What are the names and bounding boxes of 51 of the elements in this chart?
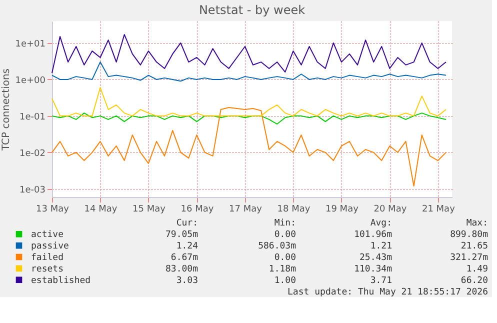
text: 21.65 (460, 242, 488, 252)
text: Avg: (370, 218, 392, 229)
chart-title: Netstat - by week (198, 3, 306, 17)
x-tick-label: 21 May (422, 204, 456, 214)
x-tick-label: 18 May (277, 204, 311, 214)
text: 110.34m (354, 264, 392, 274)
line-series (52, 87, 446, 116)
y-axis-title: TCP connections (1, 68, 12, 152)
text: Cur: (176, 218, 198, 229)
text: 101.96m (354, 230, 392, 240)
line-series (52, 112, 446, 125)
legend-label: established (31, 276, 91, 286)
text: 1.21 (370, 242, 392, 252)
line-series (52, 107, 446, 187)
text: 1.18m (268, 264, 296, 274)
y-tick-label: 1e+00 (15, 76, 46, 86)
line-series (52, 62, 446, 82)
x-tick-label: 14 May (84, 204, 118, 214)
text: Min: (274, 218, 296, 229)
x-tick-label: 15 May (132, 204, 166, 214)
legend-label: resets (31, 264, 64, 274)
x-tick-label: 16 May (180, 204, 214, 214)
text: 66.20 (460, 276, 488, 286)
text: 3.03 (176, 276, 198, 286)
text: 586.03m (258, 242, 296, 252)
x-tick-label: 19 May (325, 204, 360, 214)
text: Max: (466, 218, 488, 229)
text: 83.00m (165, 264, 198, 274)
x-tick-label: 13 May (36, 204, 70, 214)
text: Last update: Thu May 21 18:55:17 2026 (288, 287, 488, 298)
x-tick-label: 17 May (229, 204, 263, 214)
legend-label: failed (31, 253, 64, 263)
text: 1.49 (466, 264, 488, 274)
legend-label: passive (31, 242, 69, 252)
y-tick-label: 1e-02 (20, 148, 46, 159)
x-tick-label: 20 May (374, 204, 408, 214)
y-tick-label: 1e-03 (20, 185, 46, 196)
text: 899.80m (450, 230, 488, 240)
text: 1.24 (176, 242, 198, 252)
text: 0.00 (274, 230, 296, 240)
line-series (52, 34, 446, 74)
text: 25.43m (359, 253, 392, 263)
y-tick-label: 1e+01 (15, 39, 46, 50)
text: 6.67m (170, 253, 198, 263)
text: 79.05m (165, 230, 198, 240)
text: 0.00 (274, 253, 296, 263)
legend-label: active (31, 230, 64, 240)
y-tick-label: 1e-01 (20, 112, 46, 122)
text: 1.00 (274, 276, 296, 286)
text: 3.71 (370, 276, 392, 286)
text: 321.27m (450, 253, 488, 263)
